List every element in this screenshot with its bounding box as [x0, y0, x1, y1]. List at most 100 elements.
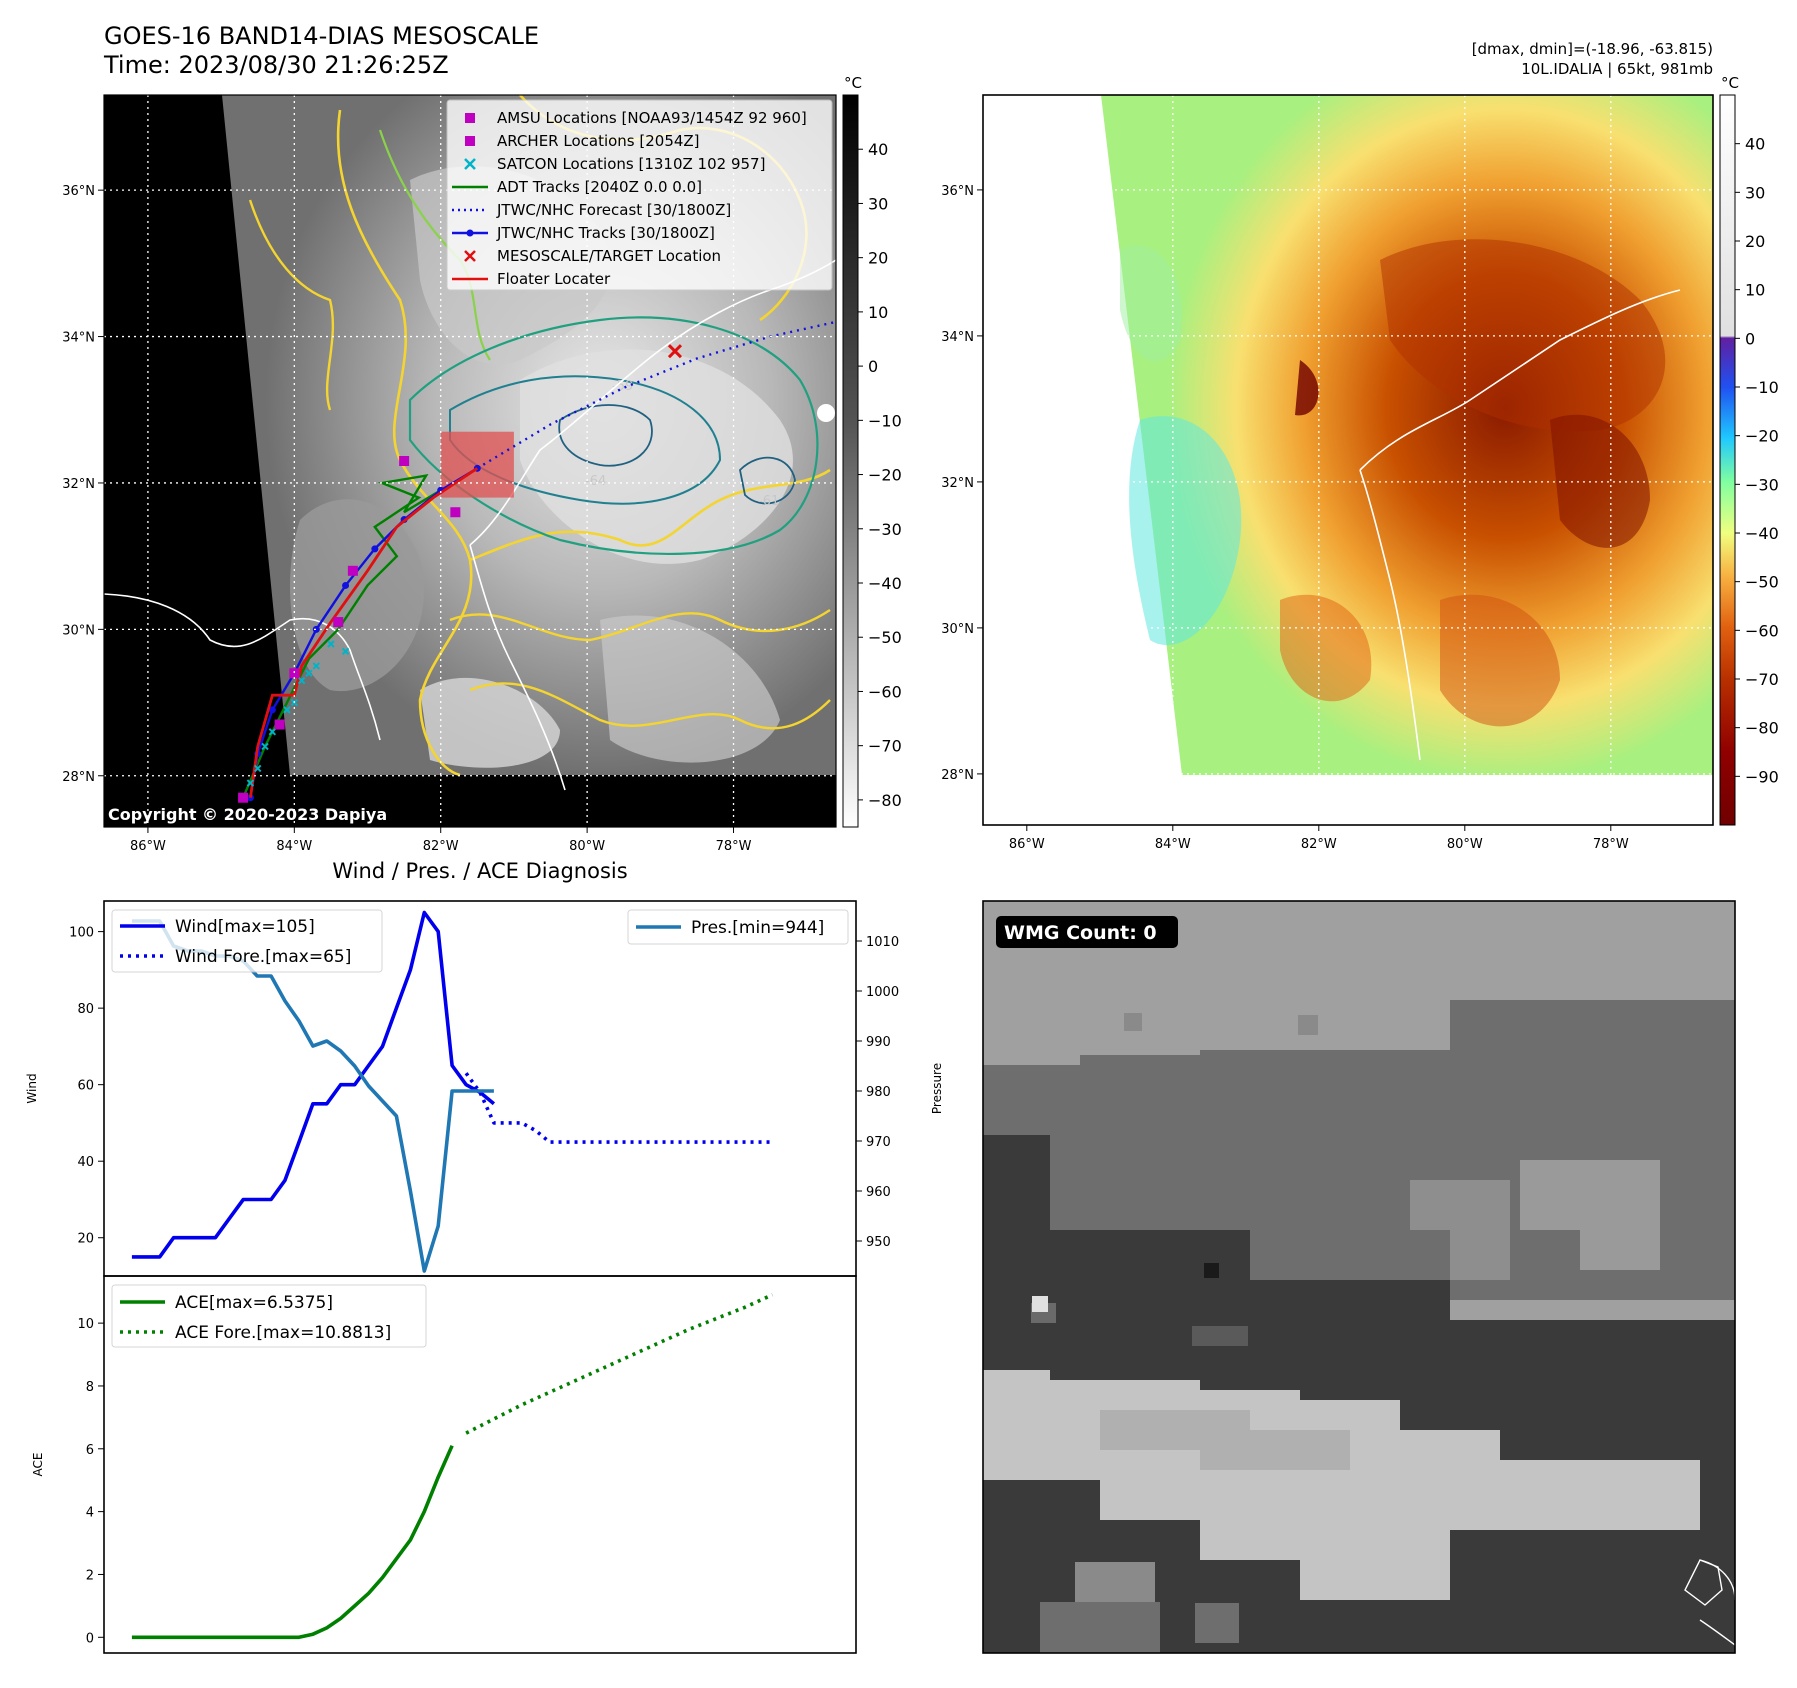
pressure-ytick-label: 980 [866, 1085, 891, 1100]
color-tick-label-lon: 82°W [1301, 837, 1337, 852]
contour-label-c: -61 [758, 494, 779, 509]
satcon-marker [268, 728, 277, 736]
ir-colorbar-tick-label: 10 [868, 303, 888, 322]
jtwc-track-point [268, 706, 276, 714]
wind-forecast-legend-label: Wind Fore.[max=65] [175, 947, 351, 967]
color-tick-label-lon: 80°W [1447, 837, 1483, 852]
color-colorbar-tick-label: −40 [1745, 524, 1779, 543]
ir-white-blob [817, 404, 835, 422]
ir-tick-label-lon: 82°W [423, 839, 459, 854]
amsu-marker [450, 507, 461, 518]
pressure-ytick-label: 950 [866, 1235, 891, 1250]
ir-coastline-gulf [104, 593, 381, 741]
storm-dmax-dmin: [dmax, dmin]=(-18.96, -63.815) [1472, 40, 1713, 58]
pressure-ytick-label: 1010 [866, 935, 899, 950]
satcon-marker [283, 706, 291, 714]
color-colorbar-tick-label: 20 [1745, 232, 1765, 251]
pressure-ytick-label: 1000 [866, 985, 899, 1000]
satcon-marker [246, 779, 255, 787]
ir-tick-label-lat: 34°N [62, 331, 95, 346]
floater-track [249, 467, 479, 798]
pressure-ytick-label: 960 [866, 1185, 891, 1200]
contour-label-a: -64 [585, 474, 606, 489]
amsu-marker [238, 792, 249, 803]
ace-ytick-label: 4 [86, 1506, 94, 1521]
ir-axis-ticks: 86°W 84°W 82°W 80°W 78°W 36°N 34°N 32°N 30°N 28°N [62, 184, 751, 854]
chart-frame [103, 1275, 857, 1654]
wind-axis-label: Wind [25, 1073, 39, 1103]
ace-ytick-label: 0 [86, 1631, 94, 1646]
color-tick-label-lat: 28°N [941, 768, 974, 783]
ir-colorbar-unit: °C [844, 74, 862, 92]
satcon-marker [341, 647, 350, 656]
ir-colorbar-tick-label: −80 [868, 791, 902, 810]
ace-legend-box [111, 1284, 427, 1348]
legend-symbol [465, 136, 475, 146]
color-colorbar-tick-label: 30 [1745, 183, 1765, 202]
color-colorbar-tick-label: −70 [1745, 670, 1779, 689]
color-tick-label-lat: 32°N [941, 476, 974, 491]
wind-ytick-label: 100 [69, 926, 94, 941]
target-marker [667, 344, 683, 359]
ir-tick-label-lon: 80°W [569, 839, 605, 854]
jtwc-track-point [371, 545, 379, 553]
wind-legend-label: Wind[max=105] [175, 917, 315, 937]
legend-symbol [464, 250, 476, 262]
color-colorbar-tick-label: −20 [1745, 427, 1779, 446]
satcon-marker [297, 676, 306, 685]
legend-label: AMSU Locations [NOAA93/1454Z 92 960] [497, 109, 807, 127]
amsu-marker [399, 456, 410, 466]
ir-colorbar-tick-label: −10 [868, 411, 902, 430]
legend-label: SATCON Locations [1310Z 102 957] [497, 155, 765, 173]
color-gridlines [983, 95, 1713, 825]
ace-legend-label: ACE[max=6.5375] [175, 1293, 333, 1313]
ir-tracks [238, 320, 836, 803]
ir-legend: AMSU Locations [NOAA93/1454Z 92 960] ARCH… [446, 99, 833, 291]
pressure-legend-label: Pres.[min=944] [691, 918, 824, 938]
wmg-panel: WMG Count: 0 [982, 900, 1736, 1654]
legend-label: JTWC/NHC Tracks [30/1800Z] [496, 224, 715, 242]
pressure-ytick-label: 990 [866, 1035, 891, 1050]
ace-ytick-label: 10 [77, 1317, 94, 1332]
jtwc-track-point [246, 794, 254, 802]
ace-chart: 0 2 4 6 8 10 ACE ACE[max=6.5375] ACE Fore.[max=1… [31, 1275, 857, 1654]
ir-colorbar-tick-label: 30 [868, 194, 888, 213]
archer-marker [333, 617, 344, 628]
color-tick-label-lon: 84°W [1155, 837, 1191, 852]
color-colorbar-tick-label: 10 [1745, 281, 1765, 300]
ir-gridlines [104, 95, 836, 827]
series-pressure-line [131, 919, 494, 1273]
ir-tick-label-lon: 86°W [130, 839, 166, 854]
color-colorbar: °C 40 30 20 10 0 −10 −20 −30 −40 −50 −60 −70 −80 −90 [1719, 74, 1779, 826]
satcon-marker [305, 669, 313, 677]
legend-label: JTWC/NHC Forecast [30/1800Z] [496, 201, 731, 219]
ir-colorbar: °C 40 30 20 10 0 −10 −20 −30 −40 −50 −60 −70 −80 [842, 74, 902, 828]
legend-label: MESOSCALE/TARGET Location [497, 247, 721, 265]
jtwc-track-point [312, 625, 320, 633]
amsu-marker [289, 668, 300, 679]
pressure-legend-box [627, 909, 849, 945]
ace-forecast-legend-label: ACE Fore.[max=10.8813] [175, 1323, 391, 1343]
wind-ytick-label: 80 [77, 1002, 94, 1017]
ir-tick-label-lat: 30°N [62, 623, 95, 638]
ir-contour-yellow-1 [336, 109, 473, 777]
color-tick-label-lat: 36°N [941, 184, 974, 199]
wmg-badge [996, 916, 1178, 948]
figure-time: Time: 2023/08/30 21:26:25Z [103, 51, 449, 79]
color-colorbar-unit: °C [1721, 74, 1739, 92]
pressure-axis-label: Pressure [930, 1063, 944, 1114]
series-wind-line [131, 910, 496, 1259]
color-axis-ticks: 86°W 84°W 82°W 80°W 78°W 36°N 34°N 32°N 30°N 28°N [941, 184, 1629, 852]
ir-coastline-florida [469, 544, 566, 791]
wind-legend-box [111, 909, 383, 973]
legend-label: ADT Tracks [2040Z 0.0 0.0] [497, 178, 702, 196]
ace-ytick-label: 8 [86, 1380, 94, 1395]
ir-colorbar-tick-label: 40 [868, 140, 888, 159]
ir-colorbar-tick-label: −70 [868, 737, 902, 756]
satcon-marker [312, 662, 320, 670]
figure-title: GOES-16 BAND14-DIAS MESOSCALE [104, 22, 539, 50]
ir-colorbar-tick-label: −30 [868, 520, 902, 539]
wind-ytick-label: 40 [77, 1155, 94, 1170]
series-wind-forecast-line [464, 1072, 773, 1144]
